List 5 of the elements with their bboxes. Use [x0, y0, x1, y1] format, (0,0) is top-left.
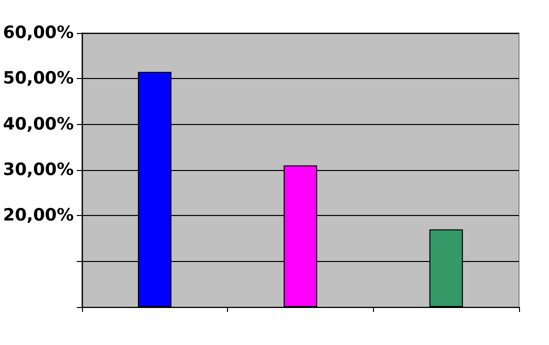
y-tick-label: 40,00% [2, 114, 74, 134]
y-tick-label: 20,00% [2, 206, 74, 226]
y-tick-label: 60,00% [2, 23, 74, 43]
y-tick-label: 30,00% [2, 160, 74, 180]
y-tick-label: 50,00% [2, 68, 74, 89]
